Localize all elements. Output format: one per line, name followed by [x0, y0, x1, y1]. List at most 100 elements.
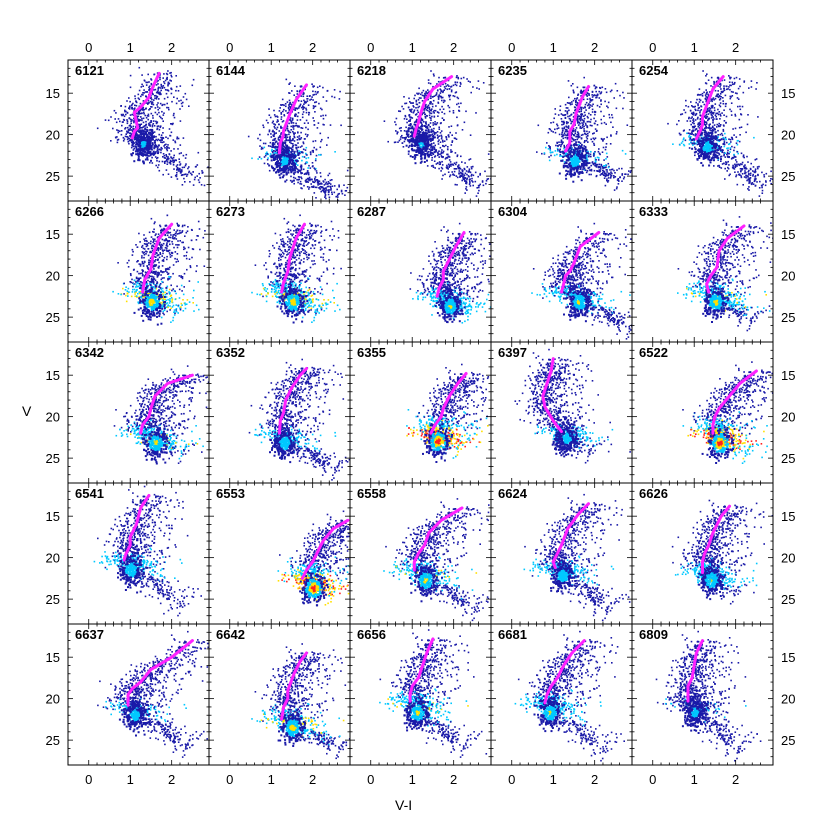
- density-point: [185, 163, 187, 165]
- density-point: [287, 128, 289, 130]
- density-point: [470, 92, 472, 94]
- density-point: [446, 85, 448, 87]
- x-tick-label: 0: [367, 40, 374, 55]
- density-point: [408, 129, 410, 131]
- density-point: [411, 148, 413, 150]
- density-point: [329, 173, 331, 175]
- density-point: [305, 149, 307, 151]
- density-point: [413, 127, 415, 129]
- density-point: [616, 133, 618, 135]
- density-point: [115, 112, 117, 114]
- density-point: [590, 154, 592, 156]
- density-point: [427, 165, 429, 167]
- density-point: [578, 147, 580, 149]
- density-point: [408, 98, 410, 100]
- density-point: [627, 174, 629, 176]
- density-point: [565, 110, 567, 112]
- density-point: [153, 120, 155, 122]
- density-point: [402, 142, 404, 144]
- density-point: [446, 139, 448, 141]
- density-point: [563, 128, 565, 130]
- density-point: [602, 173, 604, 175]
- density-point: [568, 102, 570, 104]
- density-point: [387, 141, 389, 143]
- density-point: [426, 132, 428, 134]
- density-point: [180, 172, 182, 174]
- density-point: [556, 128, 558, 130]
- density-point: [117, 142, 119, 144]
- density-point: [318, 154, 320, 156]
- density-point: [291, 159, 293, 161]
- density-point: [140, 113, 142, 115]
- density-point: [267, 163, 269, 165]
- density-point: [439, 164, 441, 166]
- density-point: [423, 137, 425, 139]
- density-point: [286, 140, 288, 142]
- density-point: [586, 152, 588, 154]
- density-point: [140, 103, 142, 105]
- density-point: [575, 104, 577, 106]
- density-point: [431, 116, 433, 118]
- density-point: [260, 140, 262, 142]
- density-point: [284, 115, 286, 117]
- density-point: [444, 86, 446, 88]
- density-point: [301, 188, 303, 190]
- density-point: [565, 170, 567, 172]
- density-point: [769, 180, 771, 182]
- density-point: [612, 169, 614, 171]
- density-point: [606, 143, 608, 145]
- density-point: [628, 170, 630, 172]
- density-point: [602, 139, 604, 141]
- density-point: [578, 124, 580, 126]
- density-point: [469, 168, 471, 170]
- density-point: [183, 178, 185, 180]
- density-point: [300, 132, 302, 134]
- density-point: [167, 161, 169, 163]
- density-point: [285, 110, 287, 112]
- density-point: [274, 138, 276, 140]
- density-point: [127, 127, 129, 129]
- density-point: [430, 103, 432, 105]
- density-point: [292, 139, 294, 141]
- density-point: [334, 151, 336, 153]
- density-point: [437, 115, 439, 117]
- density-point: [180, 100, 182, 102]
- density-point: [437, 90, 439, 92]
- density-point: [147, 74, 149, 76]
- density-point: [155, 139, 157, 141]
- density-point: [287, 152, 289, 154]
- density-point: [181, 103, 183, 105]
- density-point: [636, 166, 638, 168]
- density-point: [457, 124, 459, 126]
- density-point: [175, 142, 177, 144]
- density-point: [179, 153, 181, 155]
- density-point: [406, 103, 408, 105]
- density-point: [164, 162, 166, 164]
- density-point: [295, 178, 297, 180]
- density-point: [472, 185, 474, 187]
- density-point: [294, 85, 296, 87]
- density-point: [140, 127, 142, 129]
- density-point: [325, 187, 327, 189]
- density-point: [432, 147, 434, 149]
- density-point: [587, 121, 589, 123]
- density-point: [454, 171, 456, 173]
- density-point: [708, 113, 710, 115]
- density-point: [301, 151, 303, 153]
- density-point: [605, 123, 607, 125]
- density-point: [312, 91, 314, 93]
- density-point: [148, 148, 150, 150]
- density-point: [570, 175, 572, 177]
- density-point: [128, 137, 130, 139]
- density-point: [158, 134, 160, 136]
- density-point: [307, 170, 309, 172]
- density-point: [597, 157, 599, 159]
- density-point: [590, 121, 592, 123]
- density-point: [330, 189, 332, 191]
- density-point: [594, 144, 596, 146]
- density-point: [430, 119, 432, 121]
- density-point: [183, 137, 185, 139]
- panel-label: 6235: [498, 63, 527, 78]
- density-point: [312, 162, 314, 164]
- density-point: [720, 88, 722, 90]
